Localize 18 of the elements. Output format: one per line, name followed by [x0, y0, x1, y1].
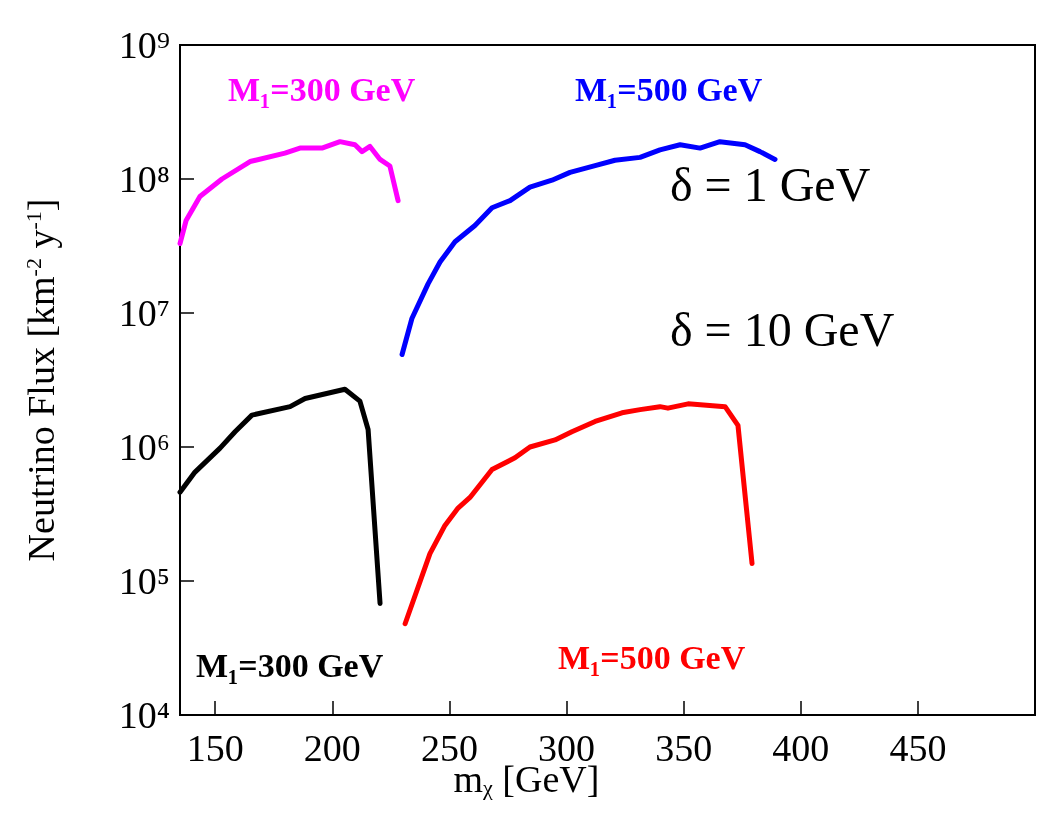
y-tick-label: 10⁴	[118, 694, 170, 736]
x-tick-label: 150	[186, 727, 244, 769]
series-label: M₁=300 GeV	[196, 646, 384, 684]
text: M₁=500 GeV	[558, 638, 746, 676]
x-tick-label: 450	[889, 727, 947, 769]
annotation: δ = 1 GeV	[670, 157, 871, 211]
series-label: M₁=300 GeV	[228, 70, 416, 108]
y-tick-label: 10⁷	[118, 292, 170, 334]
annotation: δ = 10 GeV	[670, 302, 895, 356]
x-tick-label: 200	[303, 727, 361, 769]
y-tick-label: 10⁶	[118, 426, 170, 468]
y-tick-label: 10⁵	[118, 560, 170, 602]
x-tick-label: 400	[772, 727, 830, 769]
y-tick-label: 10⁸	[118, 158, 170, 200]
series-label: M₁=500 GeV	[575, 70, 763, 108]
x-tick-label: 350	[655, 727, 713, 769]
y-axis-title: Neutrino Flux [km-2 y-1]	[20, 198, 62, 562]
y-tick-label: 10⁹	[118, 24, 170, 66]
